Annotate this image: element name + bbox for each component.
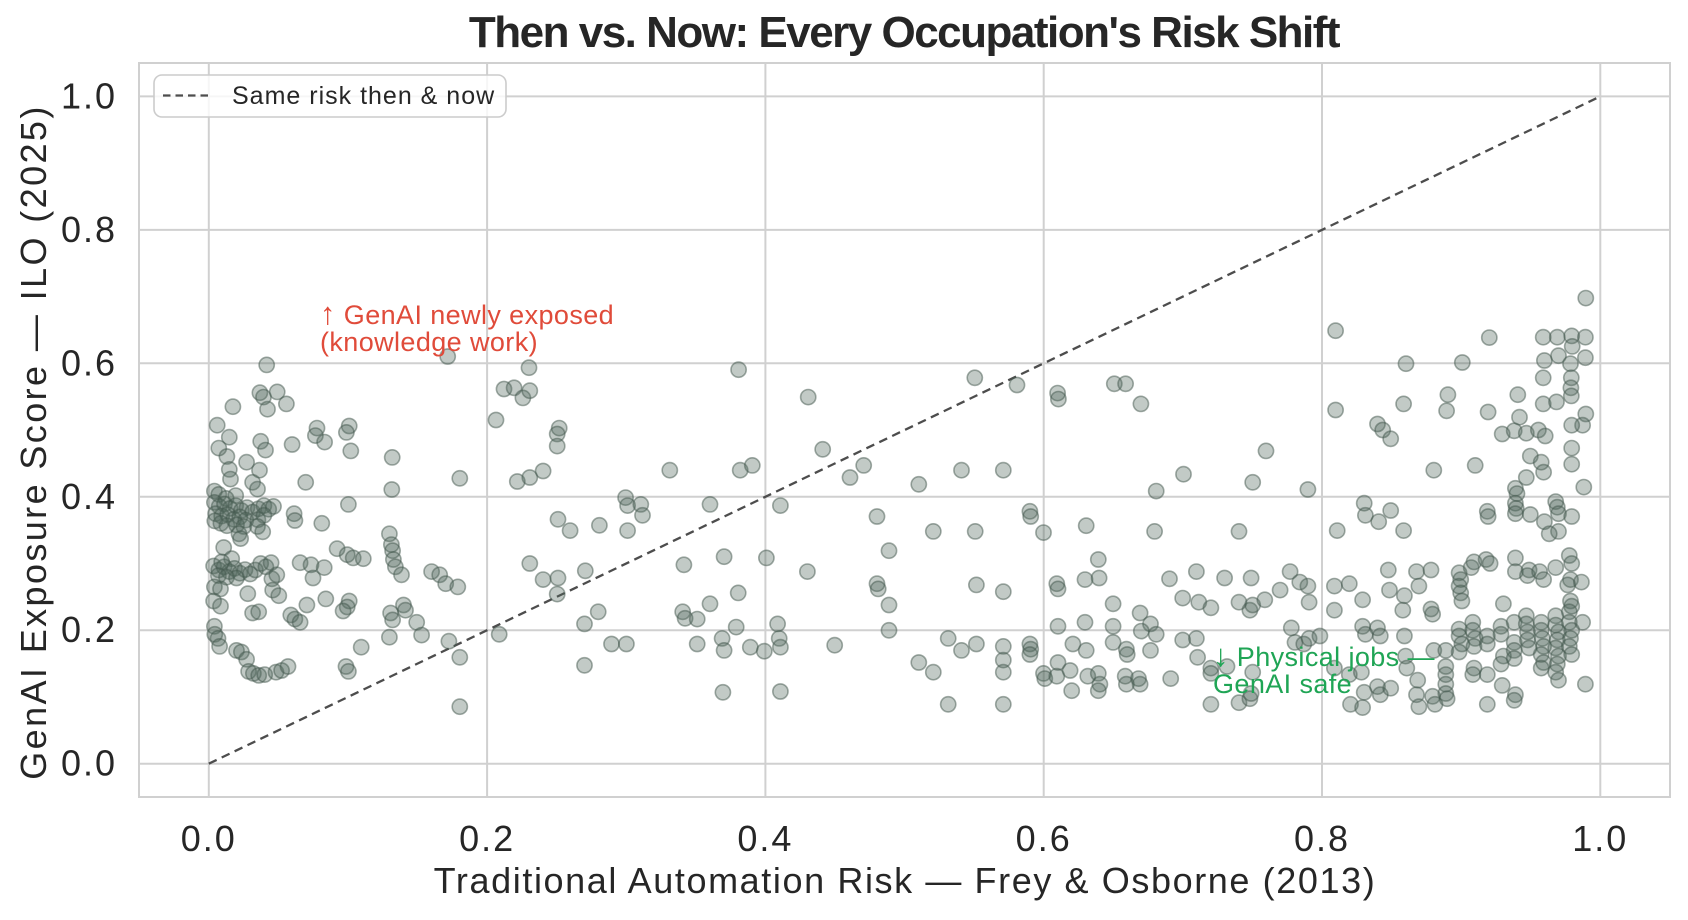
- svg-text:0.2: 0.2: [459, 818, 515, 859]
- svg-text:(knowledge work): (knowledge work): [320, 327, 538, 357]
- svg-text:0.4: 0.4: [61, 476, 117, 517]
- svg-text:0.8: 0.8: [61, 209, 117, 250]
- svg-text:0.6: 0.6: [61, 342, 117, 383]
- svg-text:Then vs. Now: Every Occupation: Then vs. Now: Every Occupation's Risk Sh…: [469, 8, 1341, 57]
- svg-text:0.0: 0.0: [181, 818, 237, 859]
- svg-text:GenAI safe: GenAI safe: [1213, 669, 1352, 699]
- svg-text:0.0: 0.0: [61, 743, 117, 784]
- svg-text:0.6: 0.6: [1016, 818, 1072, 859]
- svg-text:↓ Physical jobs —: ↓ Physical jobs —: [1213, 638, 1435, 673]
- svg-text:↑ GenAI newly exposed: ↑ GenAI newly exposed: [320, 296, 614, 331]
- svg-text:0.8: 0.8: [1294, 818, 1350, 859]
- svg-text:1.0: 1.0: [1572, 818, 1628, 859]
- svg-text:0.4: 0.4: [737, 818, 793, 859]
- svg-text:0.2: 0.2: [61, 609, 117, 650]
- svg-text:Same risk then & now: Same risk then & now: [232, 82, 495, 110]
- svg-text:Traditional Automation Risk —: Traditional Automation Risk — Frey & Osb…: [434, 860, 1377, 901]
- svg-text:1.0: 1.0: [61, 75, 117, 116]
- svg-text:GenAI Exposure Score — ILO (20: GenAI Exposure Score — ILO (2025): [13, 104, 54, 780]
